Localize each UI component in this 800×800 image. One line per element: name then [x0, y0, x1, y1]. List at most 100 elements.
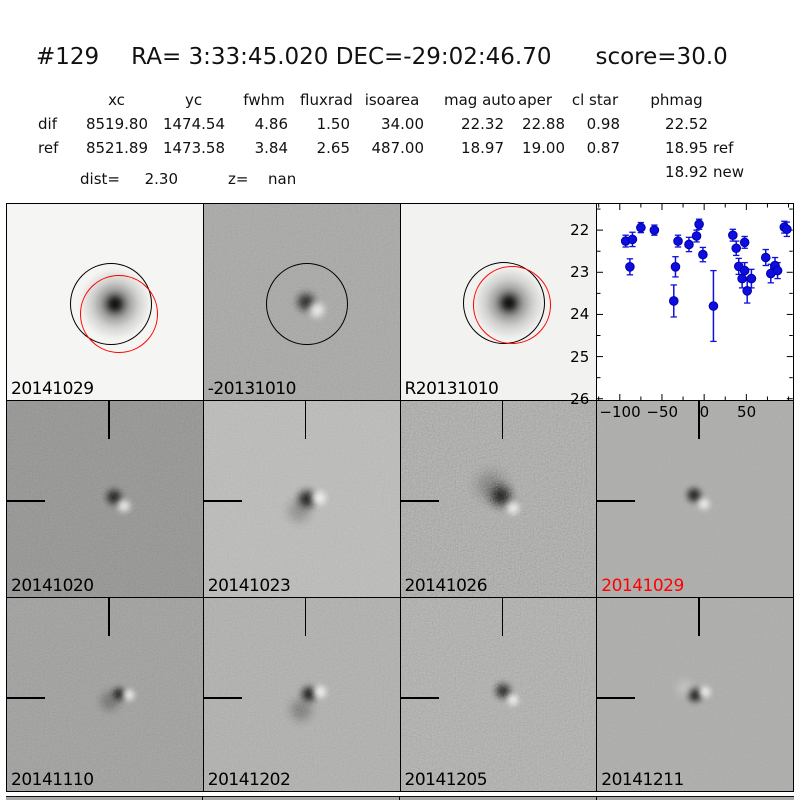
- redshift-label: z=: [228, 170, 249, 188]
- phot-value: 18.97: [461, 139, 504, 157]
- candidate-id: #129: [36, 44, 100, 70]
- phot-value: 22.52: [665, 115, 708, 133]
- candidate-coordinates: RA= 3:33:45.020 DEC=-29:02:46.70: [131, 44, 552, 70]
- phot-value: 1473.58: [162, 139, 225, 157]
- crosshair-tick-left: [203, 500, 242, 502]
- phot-data-row: dif 8519.80 1474.54 4.86 1.50 34.00 22.32 22.88…: [0, 115, 800, 133]
- aperture-circle-red: [80, 275, 158, 353]
- source-blob: [203, 598, 400, 791]
- phot-value: 22.88: [522, 115, 565, 133]
- aperture-circle-red: [472, 266, 551, 344]
- source-blob: [400, 401, 597, 597]
- aperture-circle-black: [265, 263, 348, 345]
- phot-value: 19.00: [522, 139, 565, 157]
- phot-value: 8521.89: [85, 139, 148, 157]
- crosshair-tick-left: [400, 500, 439, 502]
- phot-value: 18.95: [665, 139, 708, 157]
- cutout-date-label: 20141202: [207, 770, 291, 790]
- phot-col-header: fluxrad: [300, 91, 353, 109]
- redshift-value: nan: [268, 170, 297, 188]
- dist-label: dist=: [80, 170, 120, 188]
- phot-data-row: ref 8521.89 1473.58 3.84 2.65 487.00 18.97 19.0…: [0, 139, 800, 157]
- phot-value: 0.98: [586, 115, 620, 133]
- phot-value: 22.32: [461, 115, 504, 133]
- cutout-date-label: 20141205: [404, 770, 488, 790]
- cutout-20141205[interactable]: 20141205: [400, 598, 597, 791]
- light-curve-points-svg: [597, 204, 793, 400]
- phot-value: 1.50: [316, 115, 350, 133]
- cutout-date-label: -20131010: [207, 379, 297, 399]
- phot-col-header: mag auto: [444, 91, 516, 109]
- light-curve-plot: −100 −50 0 50 22 23 24 25 26: [570, 204, 793, 421]
- candidate-score: score=30.0: [595, 44, 728, 70]
- phot-value: 34.00: [381, 115, 424, 133]
- phot-col-header: aper: [517, 91, 553, 109]
- cutout-20141029[interactable]: 20141029: [597, 401, 793, 597]
- clipped-next-row: [6, 796, 794, 800]
- residual-light-spot: [7, 401, 203, 597]
- y-tick-label: 22: [570, 221, 590, 240]
- dist-value: 2.30: [144, 170, 178, 188]
- phot-row-label: ref: [38, 139, 59, 157]
- distance-info-row: dist= 2.30 z= nan: [0, 170, 800, 188]
- candidate-header: #129 RA= 3:33:45.020 DEC=-29:02:46.70 sc…: [36, 44, 728, 70]
- cutout-20131010[interactable]: -20131010: [203, 204, 400, 400]
- source-blob: [7, 598, 203, 791]
- crosshair-tick-top: [108, 598, 110, 636]
- phot-value: 3.84: [254, 139, 288, 157]
- cutout-date-label: 20141026: [404, 576, 488, 596]
- crosshair-tick-top: [698, 401, 700, 439]
- cutout-20141023[interactable]: 20141023: [203, 401, 400, 597]
- y-tick-label: 25: [570, 347, 590, 366]
- phot-value: 8519.80: [85, 115, 148, 133]
- phot-col-header: xc: [108, 91, 125, 109]
- phot-col-header: phmag: [650, 91, 703, 109]
- phot-value: 18.92: [665, 163, 708, 181]
- phot-row-label: dif: [38, 115, 57, 133]
- crosshair-tick-top: [304, 598, 307, 636]
- cutout-date-label: 20141029: [601, 576, 684, 596]
- y-tick-label: 24: [570, 305, 590, 324]
- phot-value: 0.87: [586, 139, 620, 157]
- cutout-20141110[interactable]: 20141110: [7, 598, 203, 791]
- crosshair-tick-top: [501, 401, 503, 439]
- phot-suffix: new: [713, 163, 745, 181]
- residual-light-spot: [597, 401, 793, 597]
- y-tick-label: 26: [570, 389, 590, 408]
- cutout-grid: 20141029 -20131010 R20131010 −100 −50 0 50 22 23…: [6, 203, 794, 792]
- x-tick-label: 50: [737, 403, 757, 421]
- crosshair-tick-left: [203, 697, 242, 699]
- crosshair-tick-top: [304, 401, 307, 439]
- residual-light-spot: [400, 598, 597, 791]
- phot-suffix: ref: [713, 139, 734, 157]
- crosshair-tick-left: [7, 500, 45, 502]
- cutout-20141029[interactable]: 20141029: [7, 204, 203, 400]
- phot-header-row: xc yc fwhm fluxrad isoarea mag auto aper cl sta…: [0, 91, 800, 109]
- crosshair-tick-left: [400, 697, 439, 699]
- cutout-date-label: 20141211: [601, 770, 684, 790]
- cutout-20141020[interactable]: 20141020: [7, 401, 203, 597]
- cutout-date-label: 20141023: [207, 576, 291, 596]
- phot-col-header: fwhm: [243, 91, 285, 109]
- cutout-date-label: R20131010: [404, 379, 499, 399]
- crosshair-tick-top: [501, 598, 503, 636]
- crosshair-tick-top: [108, 401, 110, 439]
- residual-light-spot: [597, 598, 793, 791]
- phot-value: 4.86: [254, 115, 288, 133]
- cutout-20141202[interactable]: 20141202: [203, 598, 400, 791]
- crosshair-tick-left: [597, 500, 636, 502]
- source-blob: [203, 401, 400, 597]
- cutout-20141026[interactable]: 20141026: [400, 401, 597, 597]
- phot-col-header: cl star: [571, 91, 619, 109]
- phot-value: 2.65: [316, 139, 350, 157]
- phot-value: 487.00: [371, 139, 425, 157]
- cutout-date-label: 20141110: [11, 770, 94, 790]
- cutout-20141211[interactable]: 20141211: [597, 598, 793, 791]
- phot-col-header: isoarea: [364, 91, 420, 109]
- crosshair-tick-top: [698, 598, 700, 636]
- y-tick-label: 23: [570, 263, 590, 282]
- phot-extra-row: 18.92 new: [0, 163, 800, 181]
- phot-value: 1474.54: [162, 115, 225, 133]
- phot-col-header: yc: [184, 91, 203, 109]
